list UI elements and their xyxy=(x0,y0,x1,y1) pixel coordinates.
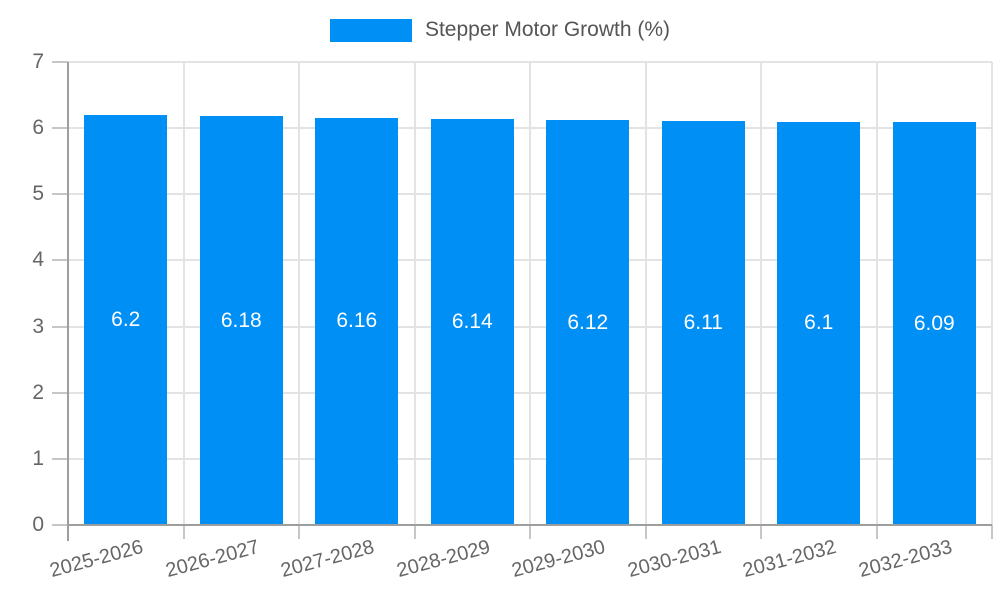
x-gridline xyxy=(413,62,416,525)
bar[interactable] xyxy=(661,120,745,525)
x-tick xyxy=(298,525,300,539)
legend-label: Stepper Motor Growth (%) xyxy=(424,18,671,41)
x-axis-label: 2029-2030 xyxy=(509,535,608,582)
y-axis-label: 2 xyxy=(32,380,44,404)
x-axis-label: 2032-2033 xyxy=(856,535,955,582)
x-axis-line xyxy=(68,524,992,526)
bar-value-label: 6.16 xyxy=(336,309,378,333)
legend[interactable]: Stepper Motor Growth (%) xyxy=(0,18,1000,42)
x-axis-label: 2031-2032 xyxy=(740,535,839,582)
x-gridline xyxy=(529,62,531,525)
bar[interactable] xyxy=(546,120,630,525)
y-tick xyxy=(52,259,68,262)
x-gridline xyxy=(991,62,993,525)
bar-value-label: 6.18 xyxy=(220,308,262,332)
y-axis-label: 4 xyxy=(32,248,44,272)
x-tick xyxy=(760,525,762,539)
x-tick xyxy=(529,525,531,539)
y-axis-label: 7 xyxy=(32,50,44,73)
x-tick xyxy=(875,525,878,539)
y-tick xyxy=(52,391,68,394)
x-tick xyxy=(182,525,185,539)
y-axis-label: 0 xyxy=(32,513,44,536)
x-gridline xyxy=(644,62,647,525)
x-gridline xyxy=(298,62,300,525)
y-axis-label: 3 xyxy=(32,314,44,338)
x-tick xyxy=(644,525,647,539)
y-tick xyxy=(52,524,68,526)
bar-value-label: 6.12 xyxy=(567,310,609,334)
x-axis-label: 2025-2026 xyxy=(47,535,146,582)
x-axis-label: 2028-2029 xyxy=(394,535,493,582)
bar[interactable] xyxy=(430,118,514,525)
bar[interactable] xyxy=(777,121,861,525)
bar-value-label: 6.14 xyxy=(451,309,493,333)
y-tick xyxy=(52,61,68,63)
x-axis-label: 2026-2027 xyxy=(163,535,262,582)
legend-swatch xyxy=(329,18,412,42)
x-axis-label: 2030-2031 xyxy=(625,535,724,582)
bar-value-label: 6.11 xyxy=(683,310,723,334)
x-gridline xyxy=(760,62,762,525)
bar[interactable] xyxy=(315,117,399,525)
bar-value-label: 6.09 xyxy=(913,311,955,335)
x-tick xyxy=(991,525,993,539)
y-tick xyxy=(52,127,68,130)
y-tick xyxy=(52,325,68,328)
y-axis-label: 5 xyxy=(32,182,44,206)
y-axis-label: 6 xyxy=(32,116,44,140)
bar[interactable] xyxy=(892,122,976,525)
bar[interactable] xyxy=(84,114,168,525)
y-tick xyxy=(52,193,68,196)
y-axis-label: 1 xyxy=(32,446,44,470)
bar-value-label: 6.1 xyxy=(804,311,834,335)
bar[interactable] xyxy=(199,116,283,525)
x-tick xyxy=(413,525,416,539)
y-axis-line xyxy=(67,62,69,541)
y-tick xyxy=(52,457,68,460)
x-axis-label: 2027-2028 xyxy=(278,535,377,582)
x-gridline xyxy=(875,62,878,525)
x-gridline xyxy=(182,62,185,525)
bar-value-label: 6.2 xyxy=(111,307,141,331)
